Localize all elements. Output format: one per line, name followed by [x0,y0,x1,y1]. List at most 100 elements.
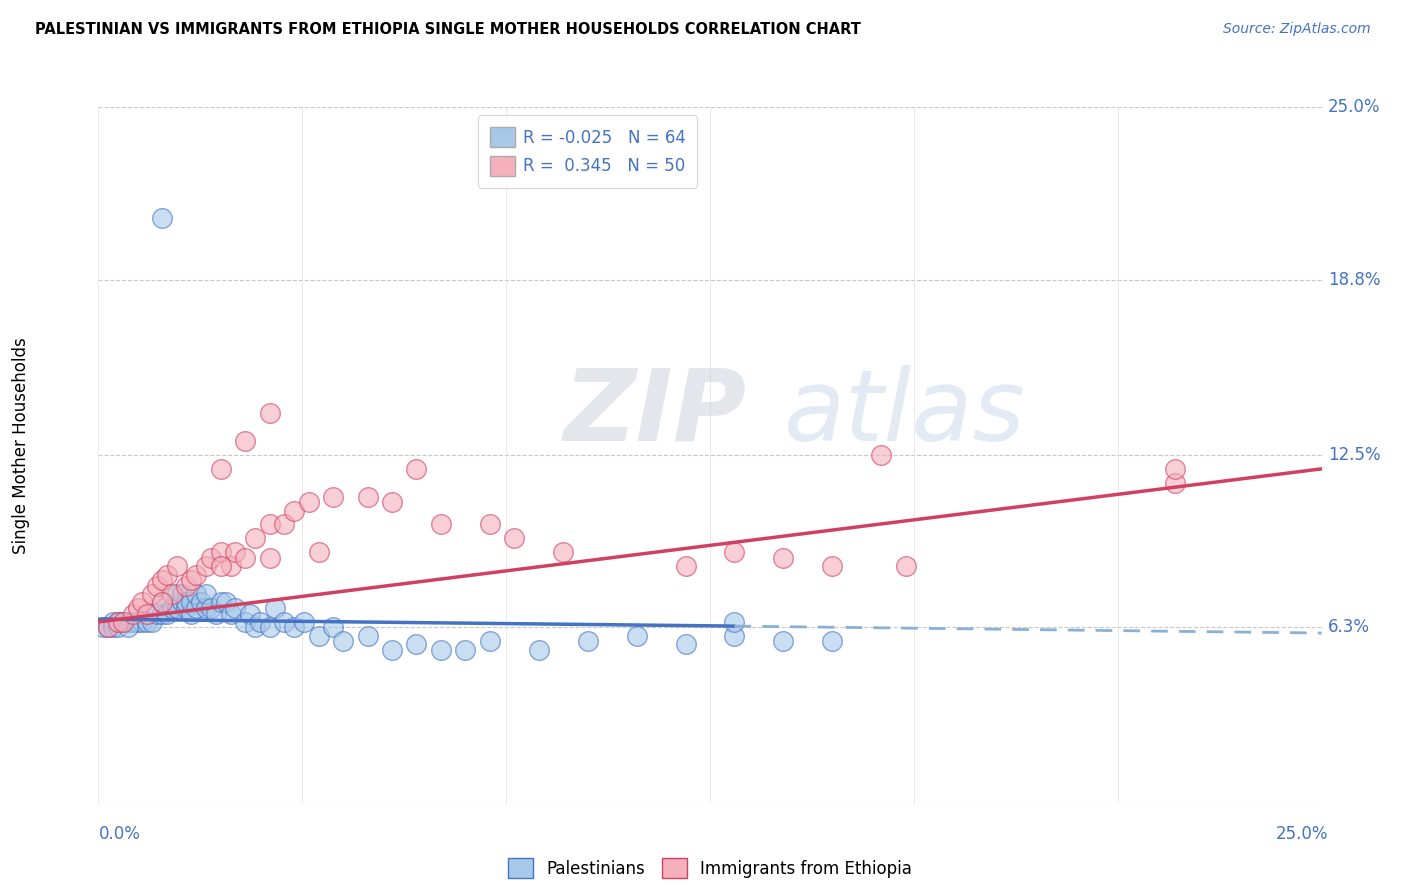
Point [117,615,139,629]
Point [405,462,427,476]
Point [503,532,526,546]
Point [156,607,179,621]
Point [166,601,188,615]
Point [219,607,242,621]
Point [146,579,169,593]
Point [121,615,143,629]
Point [233,615,256,629]
Point [233,434,256,448]
Point [243,620,266,634]
Point [150,595,173,609]
Point [381,495,404,509]
Text: 0.0%: 0.0% [98,825,141,843]
Point [156,567,179,582]
Text: atlas: atlas [783,365,1025,462]
Legend: R = -0.025   N = 64, R =  0.345   N = 50: R = -0.025 N = 64, R = 0.345 N = 50 [478,115,697,187]
Point [97,620,120,634]
Text: Single Mother Households: Single Mother Households [13,338,30,554]
Point [176,579,198,593]
Point [170,595,193,609]
Point [273,517,295,532]
Point [121,607,143,621]
Point [214,595,236,609]
Point [626,629,648,643]
Point [186,587,208,601]
Point [772,550,794,565]
Point [1164,475,1187,490]
Point [283,620,305,634]
Point [239,607,262,621]
Point [454,642,477,657]
Point [117,620,139,634]
Point [243,532,266,546]
Point [150,573,173,587]
Point [150,607,173,621]
Point [405,637,427,651]
Point [176,601,198,615]
Point [200,550,222,565]
Point [723,545,745,559]
Point [146,607,169,621]
Point [259,550,281,565]
Point [273,615,295,629]
Point [101,620,124,634]
Point [322,620,344,634]
Point [723,629,745,643]
Point [150,211,173,226]
Point [292,615,315,629]
Point [723,615,745,629]
Point [166,587,188,601]
Point [111,615,134,629]
Point [478,634,501,648]
Point [332,634,354,648]
Point [209,559,232,574]
Point [259,620,281,634]
Text: 18.8%: 18.8% [1327,270,1381,289]
Point [136,615,159,629]
Text: ZIP: ZIP [564,365,747,462]
Point [111,615,134,629]
Point [91,620,114,634]
Point [141,615,163,629]
Point [283,503,305,517]
Point [870,448,893,462]
Point [107,615,129,629]
Point [170,587,193,601]
Point [259,406,281,420]
Point [131,615,153,629]
Point [263,601,285,615]
Point [160,587,183,601]
Point [127,601,149,615]
Point [894,559,917,574]
Text: 25.0%: 25.0% [1277,825,1329,843]
Point [166,559,188,574]
Point [821,559,844,574]
Point [195,587,218,601]
Point [430,517,453,532]
Point [249,615,271,629]
Point [150,595,173,609]
Point [97,620,120,634]
Point [322,490,344,504]
Point [160,601,183,615]
Point [576,634,599,648]
Text: Source: ZipAtlas.com: Source: ZipAtlas.com [1223,22,1371,37]
Point [180,573,202,587]
Point [224,545,246,559]
Point [308,629,330,643]
Point [478,517,501,532]
Point [131,595,153,609]
Point [127,615,149,629]
Point [772,634,794,648]
Point [101,615,124,629]
Point [209,462,232,476]
Text: 6.3%: 6.3% [1327,618,1369,637]
Point [205,607,228,621]
Point [356,629,378,643]
Point [180,595,202,609]
Point [356,490,378,504]
Text: 25.0%: 25.0% [1327,98,1381,116]
Point [195,601,218,615]
Point [553,545,575,559]
Point [224,601,246,615]
